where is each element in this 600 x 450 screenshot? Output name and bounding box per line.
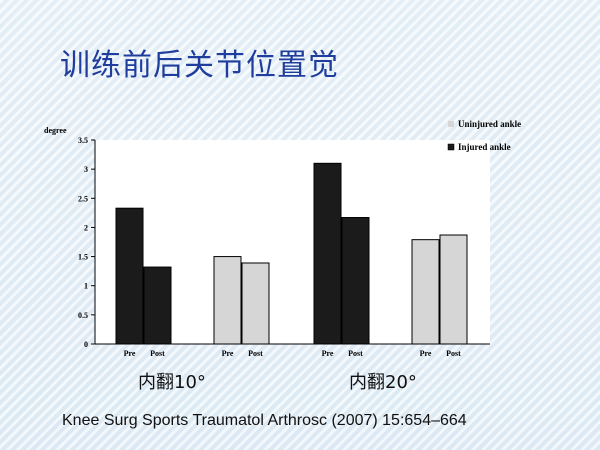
x-tick-label: Post	[446, 349, 461, 358]
legend-label: Injured ankle	[458, 142, 511, 152]
y-tick-label: 1	[84, 282, 88, 291]
x-tick-label: Post	[150, 349, 165, 358]
group-label-inversion-20: 内翻20°	[349, 372, 417, 393]
y-tick-label: 3	[84, 165, 88, 174]
y-tick-label: 0.5	[78, 311, 88, 320]
x-tick-label: Pre	[124, 349, 136, 358]
group-label-inversion-10: 内翻10°	[138, 372, 206, 393]
y-tick-label: 1.5	[78, 253, 88, 262]
bar	[143, 266, 172, 345]
x-tick-label: Post	[348, 349, 363, 358]
bar	[411, 239, 440, 345]
y-tick-label: 3.5	[78, 136, 88, 145]
y-tick-label: 2.5	[78, 194, 88, 203]
bar	[439, 234, 468, 345]
citation: Knee Surg Sports Traumatol Arthrosc (200…	[62, 412, 467, 429]
x-tick-label: Pre	[222, 349, 234, 358]
y-tick-label: 0	[84, 340, 88, 349]
bar	[115, 207, 144, 345]
slide-title: 训练前后关节位置觉	[60, 48, 339, 83]
bar	[341, 217, 370, 345]
bar	[313, 162, 342, 345]
x-tick-label: Pre	[420, 349, 432, 358]
bar	[213, 256, 242, 345]
legend-swatch	[447, 143, 455, 151]
x-tick-label: Post	[248, 349, 263, 358]
legend-label: Uninjured ankle	[458, 119, 521, 129]
y-tick-label: 2	[84, 223, 88, 232]
y-axis-label: degree	[44, 126, 67, 135]
legend-swatch	[448, 121, 454, 127]
x-tick-label: Pre	[322, 349, 334, 358]
bar	[241, 262, 270, 345]
